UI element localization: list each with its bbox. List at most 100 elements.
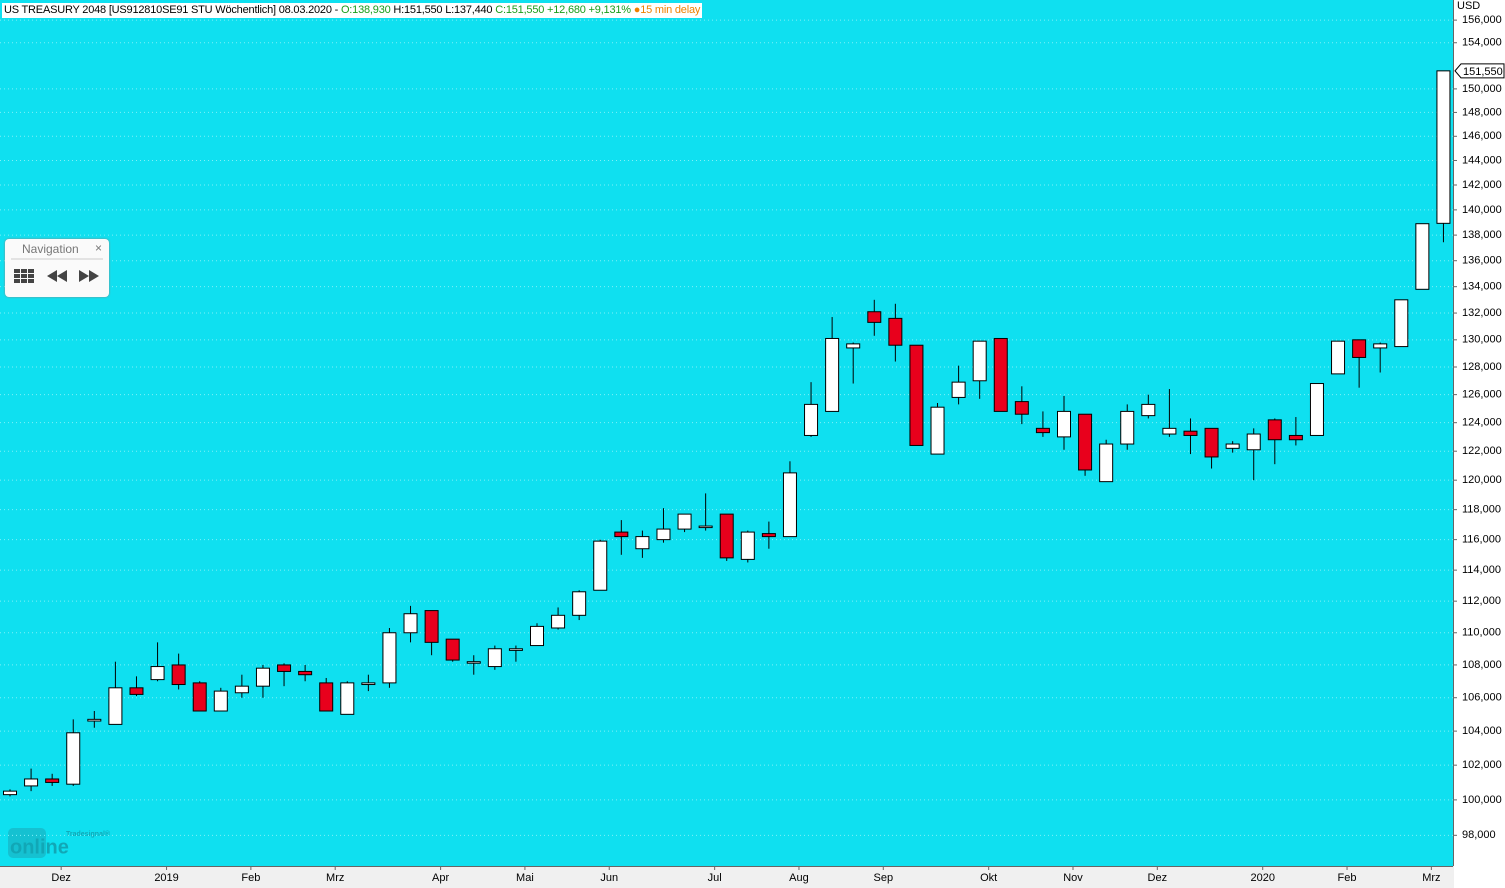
candle <box>677 513 692 533</box>
y-tick-label: 112,000 <box>1462 595 1501 607</box>
candle <box>171 653 186 690</box>
candle-body <box>382 632 397 684</box>
candle-body <box>277 664 292 672</box>
navigation-title: Navigation <box>22 242 79 256</box>
candle <box>1099 439 1114 483</box>
navigation-icons <box>11 258 103 283</box>
candle <box>993 337 1008 412</box>
candle <box>424 610 439 656</box>
candle-body <box>656 528 671 541</box>
candle-body <box>698 525 713 529</box>
candle-body <box>45 778 60 783</box>
candle-body <box>635 536 650 550</box>
quote-close: C:151,550 +12,680 +9,131% <box>495 4 631 16</box>
candle <box>951 365 966 405</box>
candle-body <box>1014 401 1029 415</box>
y-tick-label: 154,000 <box>1462 37 1502 49</box>
candle-body <box>719 513 734 559</box>
x-tick-label: Okt <box>980 872 997 884</box>
header-title: US TREASURY 2048 [US912810SE91 STU Wöche… <box>4 4 339 16</box>
candle <box>593 539 608 591</box>
y-tick-label: 120,000 <box>1462 474 1502 486</box>
y-tick-label: 140,000 <box>1462 204 1502 216</box>
y-tick-label: 142,000 <box>1462 179 1502 191</box>
candle-body <box>466 661 481 664</box>
candle <box>1267 418 1282 465</box>
y-tick-label: 150,000 <box>1462 83 1502 95</box>
y-tick-label: 128,000 <box>1462 361 1502 373</box>
candle-body <box>1415 223 1430 290</box>
x-tick-label: 2019 <box>154 872 178 884</box>
candle-body <box>930 406 945 455</box>
candle <box>1014 386 1029 425</box>
navigation-close[interactable]: × <box>94 241 102 255</box>
candle <box>445 638 460 662</box>
x-tick-label: Aug <box>789 872 809 884</box>
y-tick-label: 156,000 <box>1462 14 1502 26</box>
y-tick-label: 108,000 <box>1462 659 1502 671</box>
candle-body <box>213 690 228 712</box>
candle-body <box>1078 413 1093 471</box>
candle <box>1035 411 1050 437</box>
candle <box>1183 418 1198 455</box>
candle-body <box>361 682 376 686</box>
candle-body <box>255 667 270 687</box>
candle <box>551 607 566 630</box>
candle-body <box>1183 430 1198 436</box>
candle <box>340 681 355 715</box>
candle <box>319 677 334 712</box>
candle-body <box>551 614 566 629</box>
y-tick-label: 104,000 <box>1462 725 1502 737</box>
y-tick-label: 98,000 <box>1462 829 1496 841</box>
candle-body <box>804 403 819 436</box>
y-tick-label: 144,000 <box>1462 154 1502 166</box>
last-price-label: 151,550 <box>1463 66 1503 78</box>
candle-body <box>909 344 924 446</box>
candle <box>719 513 734 561</box>
candle-body <box>87 718 102 722</box>
candle <box>614 520 629 555</box>
y-tick-label: 148,000 <box>1462 106 1502 118</box>
y-unit: USD <box>1457 0 1480 12</box>
y-tick-label: 130,000 <box>1462 334 1502 346</box>
candle-body <box>1120 410 1135 445</box>
forward-button[interactable] <box>79 270 99 282</box>
navigation-panel[interactable]: Navigation × <box>5 239 109 297</box>
candle <box>1078 413 1093 476</box>
candle <box>846 342 861 384</box>
candle-body <box>1288 434 1303 441</box>
candle-body <box>1394 299 1409 348</box>
candle <box>1288 417 1303 446</box>
candle <box>1225 441 1240 453</box>
candle <box>255 664 270 698</box>
candle-body <box>108 687 123 725</box>
candle-body <box>1373 343 1388 349</box>
candle-body <box>1141 403 1156 417</box>
x-tick-label: Dez <box>51 872 71 884</box>
candle-body <box>340 682 355 715</box>
candle <box>1141 394 1156 419</box>
x-tick-label: Mai <box>516 872 534 884</box>
candle <box>3 789 17 797</box>
candle <box>87 710 102 728</box>
candle <box>1394 299 1409 348</box>
candle-body <box>508 648 523 651</box>
candle-body <box>951 381 966 398</box>
candle-body <box>761 533 776 538</box>
candle-body <box>487 648 502 668</box>
candle-body <box>319 682 334 712</box>
candle-body <box>867 311 882 323</box>
logo-big: online <box>10 836 69 858</box>
candle-body <box>993 337 1008 412</box>
x-tick-label: Jun <box>600 872 618 884</box>
grid-button[interactable] <box>14 269 34 283</box>
back-button[interactable] <box>47 270 67 282</box>
x-tick-label: Mrz <box>326 872 344 884</box>
candle-body <box>572 591 587 616</box>
candle <box>530 623 544 647</box>
y-tick-label: 136,000 <box>1462 255 1502 267</box>
candle-body <box>234 685 249 694</box>
candle-body <box>403 613 418 634</box>
quote-high-low: H:151,550 L:137,440 <box>393 4 493 16</box>
